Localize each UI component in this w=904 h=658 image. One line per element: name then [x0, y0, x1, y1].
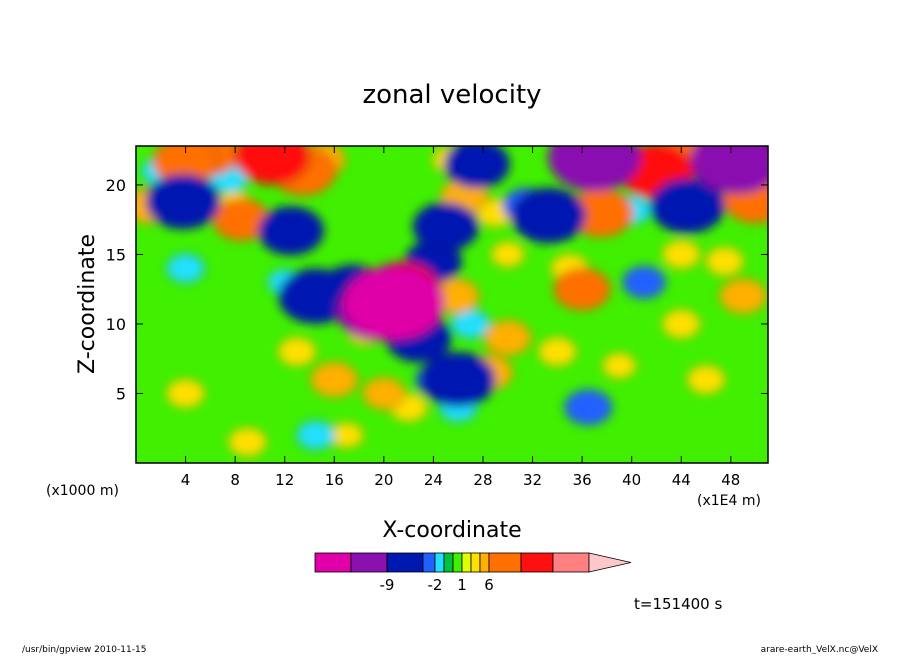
- colorbar-segment: [452, 552, 463, 573]
- field-feature: [228, 427, 267, 457]
- time-annotation: t=151400 s: [634, 595, 722, 613]
- field-feature: [553, 268, 611, 311]
- colorbar-extension: [588, 552, 632, 573]
- field-feature: [234, 146, 310, 185]
- x-tick-label: 4: [181, 471, 191, 489]
- footer-right: arare-earth_VelX.nc@VelX: [761, 645, 878, 654]
- field-feature: [310, 361, 359, 398]
- field-feature: [412, 202, 479, 252]
- x-tick-label: 40: [622, 471, 641, 489]
- y-tick-label: 5: [116, 384, 126, 403]
- field-feature: [483, 319, 532, 356]
- x-tick-label: 12: [275, 471, 294, 489]
- x-tick-label: 20: [374, 471, 393, 489]
- footer-left: /usr/bin/gpview 2010-11-15: [22, 645, 146, 654]
- x-units-right: (x1E4 m): [697, 493, 761, 509]
- colorbar-segment: [422, 552, 436, 573]
- field-feature: [145, 174, 221, 230]
- y-tick-label: 20: [106, 176, 126, 195]
- field-feature: [443, 146, 510, 189]
- field-feature: [548, 146, 641, 192]
- velocity-field: [136, 146, 768, 457]
- plot-frame: [135, 145, 769, 464]
- field-feature: [719, 278, 768, 315]
- field-feature: [166, 253, 205, 284]
- colorbar-segment: [434, 552, 445, 573]
- field-feature: [296, 420, 336, 450]
- field-feature: [661, 309, 701, 339]
- colorbar-segment: [443, 552, 454, 573]
- y-tick-label: 10: [106, 315, 126, 334]
- field-feature: [650, 178, 725, 234]
- field-feature: [537, 336, 577, 367]
- colorbar-segment: [520, 552, 554, 573]
- field-feature: [166, 378, 205, 409]
- colorbar-tick-label: -9: [380, 576, 395, 594]
- colorbar-segment: [470, 552, 481, 573]
- x-tick-label: 28: [473, 471, 492, 489]
- field-feature: [622, 265, 666, 299]
- colorbar-segment: [488, 552, 522, 573]
- chart-title: zonal velocity: [362, 80, 541, 110]
- x-tick-label: 8: [230, 471, 240, 489]
- field-feature: [258, 206, 324, 256]
- field-feature: [686, 364, 726, 395]
- colorbar-segment: [479, 552, 490, 573]
- field-feature: [362, 377, 406, 410]
- field-feature: [511, 187, 587, 244]
- x-tick-label: 16: [325, 471, 344, 489]
- colorbar: -9 -2 1 6: [314, 552, 632, 594]
- colorbar-segment: [386, 552, 424, 573]
- colorbar-segment: [350, 552, 388, 573]
- x-tick-label: 48: [721, 471, 740, 489]
- field-feature: [602, 352, 637, 379]
- y-tick-label: 15: [106, 245, 126, 264]
- x-units-left: (x1000 m): [46, 483, 119, 499]
- x-tick-label: 36: [573, 471, 592, 489]
- field-feature: [420, 351, 496, 408]
- x-tick-label: 24: [424, 471, 443, 489]
- field-feature: [661, 239, 701, 270]
- x-tick-label: 44: [672, 471, 691, 489]
- field-feature: [277, 336, 317, 367]
- field-feature: [705, 246, 745, 277]
- colorbar-segment: [461, 552, 472, 573]
- y-axis-label: Z-coordinate: [75, 234, 100, 374]
- field-feature: [690, 146, 768, 194]
- x-axis-label: X-coordinate: [382, 518, 521, 543]
- colorbar-tick-label: 6: [484, 576, 494, 594]
- colorbar-segment: [314, 552, 352, 573]
- colorbar-segment: [552, 552, 590, 573]
- field-feature: [342, 265, 445, 341]
- y-axis: 5 10 15 20: [106, 176, 768, 403]
- plot-area: [136, 146, 768, 463]
- field-feature: [490, 241, 525, 268]
- colorbar-tick-label: 1: [457, 576, 467, 594]
- x-axis: 4 8 12 16 20 24 28 32 36 40 44 48: [181, 146, 740, 489]
- x-tick-label: 32: [523, 471, 542, 489]
- field-feature: [564, 389, 613, 426]
- colorbar-tick-label: -2: [428, 576, 443, 594]
